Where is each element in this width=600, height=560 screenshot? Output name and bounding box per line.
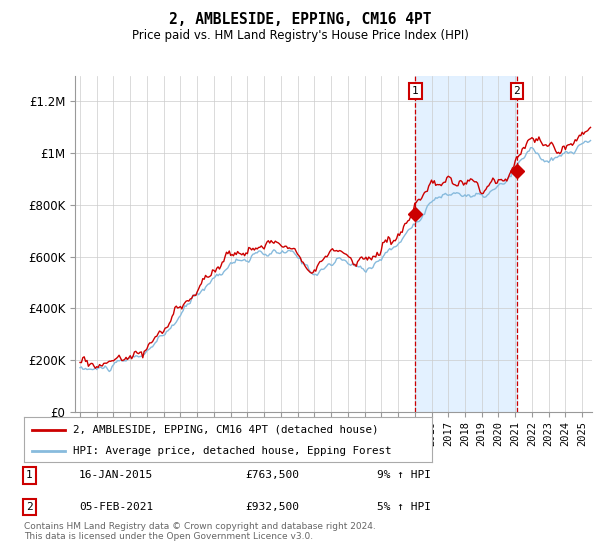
Text: 2, AMBLESIDE, EPPING, CM16 4PT: 2, AMBLESIDE, EPPING, CM16 4PT bbox=[169, 12, 431, 27]
Text: 1: 1 bbox=[26, 470, 33, 480]
Text: 2: 2 bbox=[514, 86, 520, 96]
Text: HPI: Average price, detached house, Epping Forest: HPI: Average price, detached house, Eppi… bbox=[73, 446, 391, 456]
Text: Contains HM Land Registry data © Crown copyright and database right 2024.
This d: Contains HM Land Registry data © Crown c… bbox=[24, 522, 376, 542]
Text: 2, AMBLESIDE, EPPING, CM16 4PT (detached house): 2, AMBLESIDE, EPPING, CM16 4PT (detached… bbox=[73, 424, 379, 435]
Text: 2: 2 bbox=[26, 502, 33, 512]
Text: 05-FEB-2021: 05-FEB-2021 bbox=[79, 502, 154, 512]
Text: £763,500: £763,500 bbox=[245, 470, 299, 480]
Text: 16-JAN-2015: 16-JAN-2015 bbox=[79, 470, 154, 480]
Text: 9% ↑ HPI: 9% ↑ HPI bbox=[377, 470, 431, 480]
Text: Price paid vs. HM Land Registry's House Price Index (HPI): Price paid vs. HM Land Registry's House … bbox=[131, 29, 469, 42]
Text: 5% ↑ HPI: 5% ↑ HPI bbox=[377, 502, 431, 512]
Text: £932,500: £932,500 bbox=[245, 502, 299, 512]
Bar bbox=[415, 76, 517, 412]
Text: 1: 1 bbox=[412, 86, 419, 96]
